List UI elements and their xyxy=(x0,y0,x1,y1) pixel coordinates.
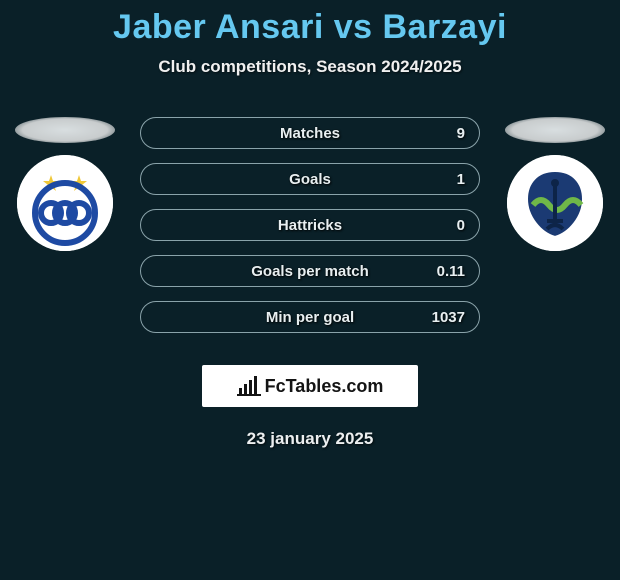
stat-label: Matches xyxy=(280,125,340,142)
branding-badge: FcTables.com xyxy=(202,365,418,407)
crest-left-icon xyxy=(17,155,113,251)
stat-label: Goals per match xyxy=(251,263,369,280)
stat-row: Matches 9 xyxy=(140,117,480,149)
date-text: 23 january 2025 xyxy=(247,429,374,449)
branding-text: FcTables.com xyxy=(265,376,384,397)
club-crest-left xyxy=(17,155,113,251)
player-left-column xyxy=(10,117,120,251)
stat-row: Goals per match 0.11 xyxy=(140,255,480,287)
stat-value: 1 xyxy=(331,171,465,188)
stat-value: 9 xyxy=(340,125,465,142)
club-crest-right xyxy=(507,155,603,251)
stat-value: 0.11 xyxy=(369,263,465,280)
comparison-row: Matches 9 Goals 1 Hattricks 0 Goals per … xyxy=(0,117,620,333)
bar-chart-icon xyxy=(237,376,261,396)
subtitle: Club competitions, Season 2024/2025 xyxy=(158,57,461,77)
page-title: Jaber Ansari vs Barzayi xyxy=(113,8,507,47)
stat-row: Min per goal 1037 xyxy=(140,301,480,333)
player-right-column xyxy=(500,117,610,251)
stat-label: Goals xyxy=(289,171,331,188)
stat-label: Hattricks xyxy=(278,217,342,234)
crest-right-icon xyxy=(507,155,603,251)
avatar-placeholder-left xyxy=(15,117,115,143)
stat-row: Hattricks 0 xyxy=(140,209,480,241)
stat-label: Min per goal xyxy=(266,309,354,326)
stat-value: 1037 xyxy=(354,309,465,326)
stats-column: Matches 9 Goals 1 Hattricks 0 Goals per … xyxy=(140,117,480,333)
avatar-placeholder-right xyxy=(505,117,605,143)
stat-row: Goals 1 xyxy=(140,163,480,195)
stat-value: 0 xyxy=(342,217,465,234)
